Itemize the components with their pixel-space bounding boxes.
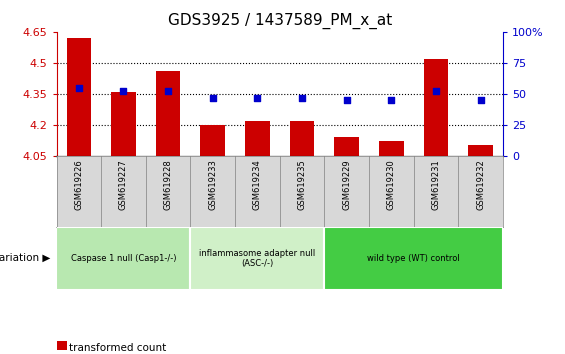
Bar xyxy=(468,145,493,156)
Bar xyxy=(424,59,448,156)
Text: GSM619227: GSM619227 xyxy=(119,159,128,210)
Bar xyxy=(245,121,270,156)
Title: GDS3925 / 1437589_PM_x_at: GDS3925 / 1437589_PM_x_at xyxy=(168,13,392,29)
Bar xyxy=(201,125,225,156)
Bar xyxy=(379,141,403,156)
Bar xyxy=(56,227,190,290)
Point xyxy=(253,95,262,101)
Point xyxy=(432,88,441,94)
Bar xyxy=(111,92,136,156)
Point xyxy=(164,88,173,94)
Text: GSM619232: GSM619232 xyxy=(476,159,485,210)
Text: GSM619230: GSM619230 xyxy=(387,159,396,210)
Text: GSM619228: GSM619228 xyxy=(164,159,172,210)
Bar xyxy=(334,137,359,156)
Bar xyxy=(290,121,314,156)
Point xyxy=(476,97,485,103)
Text: GSM619229: GSM619229 xyxy=(342,159,351,210)
Point xyxy=(119,88,128,94)
Point xyxy=(74,85,84,91)
Text: GSM619235: GSM619235 xyxy=(298,159,306,210)
Point xyxy=(297,95,306,101)
Point xyxy=(342,97,351,103)
Text: GSM619234: GSM619234 xyxy=(253,159,262,210)
Text: GSM619231: GSM619231 xyxy=(432,159,440,210)
Text: Caspase 1 null (Casp1-/-): Caspase 1 null (Casp1-/-) xyxy=(71,254,176,263)
Point xyxy=(208,95,218,101)
Text: GSM619233: GSM619233 xyxy=(208,159,217,210)
Point xyxy=(387,97,396,103)
Text: transformed count: transformed count xyxy=(69,343,166,353)
Bar xyxy=(156,71,180,156)
Bar xyxy=(190,227,324,290)
Text: wild type (WT) control: wild type (WT) control xyxy=(367,254,460,263)
Text: genotype/variation ▶: genotype/variation ▶ xyxy=(0,253,51,263)
Bar xyxy=(324,227,503,290)
Text: GSM619226: GSM619226 xyxy=(75,159,83,210)
Text: inflammasome adapter null
(ASC-/-): inflammasome adapter null (ASC-/-) xyxy=(199,249,315,268)
Bar xyxy=(67,38,91,156)
